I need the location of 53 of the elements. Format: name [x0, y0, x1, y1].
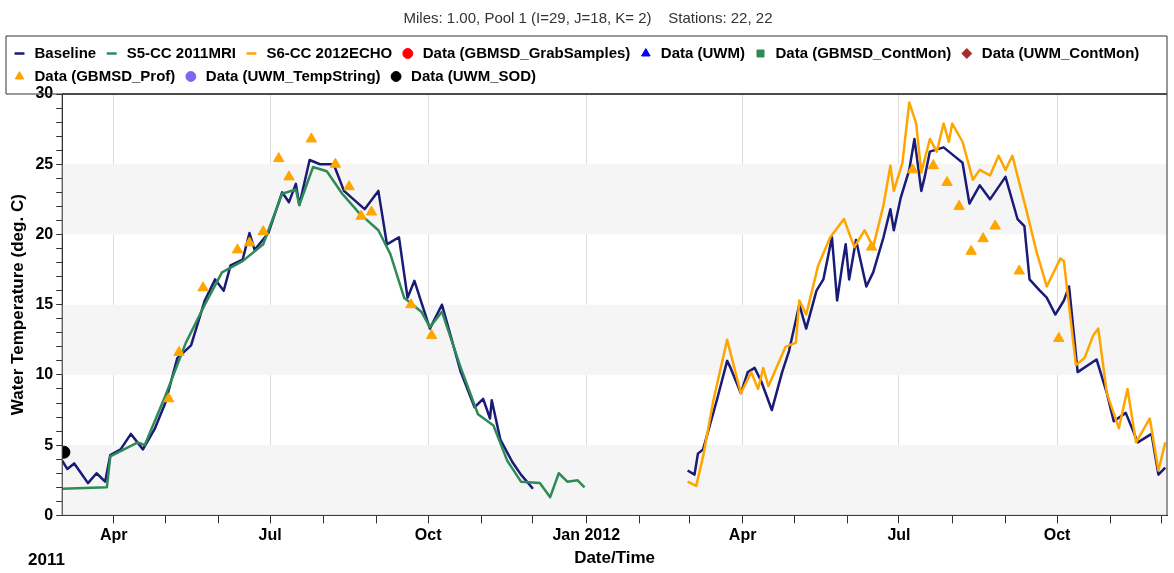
y-tick-label: 0: [44, 505, 54, 523]
point: [1013, 264, 1025, 275]
y-axis-title: Water Temperature (deg. C): [7, 194, 27, 416]
point: [305, 132, 318, 143]
point: [173, 345, 185, 356]
y-tick-label: 25: [35, 154, 54, 172]
legend-label: Data (UWM_TempString): [205, 66, 381, 84]
legend-label: Data (GBMSD_GrabSamples): [422, 43, 631, 61]
point: [865, 240, 878, 251]
point: [405, 298, 417, 309]
point: [907, 163, 919, 174]
y-tick-label: 10: [35, 365, 54, 383]
point: [197, 281, 209, 292]
x-tick-label: Jul: [258, 526, 282, 544]
point: [941, 175, 953, 186]
legend-label: Data (UWM): [660, 43, 746, 61]
x-tick-label: Oct: [414, 526, 443, 544]
point: [243, 236, 256, 247]
point: [231, 243, 244, 254]
point: [977, 232, 989, 243]
point: [163, 392, 175, 403]
text: 2011: [28, 550, 65, 570]
legend-label: Data (UWM_ContMon): [981, 43, 1140, 61]
point: [965, 244, 977, 255]
y-tick-label: 5: [44, 435, 54, 453]
legend-label: S5-CC 2011MRI: [126, 43, 236, 61]
chart-title: Miles: 1.00, Pool 1 (I=29, J=18, K= 2) Stations: 22, 22: [403, 9, 773, 27]
x-tick-label: Oct: [1043, 526, 1072, 544]
legend-label: Data (GBMSD_Prof): [34, 66, 176, 84]
x-tick-label: Jan 2012: [552, 526, 621, 544]
point: [989, 219, 1001, 230]
x-axis-title: Date/Time: [574, 548, 656, 568]
legend-label: Data (GBMSD_ContMon): [775, 43, 952, 61]
legend-label: Data (UWM_SOD): [411, 66, 537, 84]
point: [355, 209, 367, 220]
point: [272, 152, 285, 163]
x-tick-label: Apr: [728, 526, 757, 544]
y-tick-label: 20: [35, 224, 54, 242]
point: [425, 329, 438, 340]
legend-label: Baseline: [34, 43, 97, 61]
point: [365, 205, 378, 216]
legend-label: S6-CC 2012ECHO: [266, 43, 393, 61]
y-tick-label: 15: [35, 295, 54, 313]
x-tick-label: Jul: [887, 526, 911, 544]
point: [343, 180, 355, 191]
y-tick-label: 30: [35, 84, 54, 102]
point: [927, 159, 940, 170]
point: [257, 225, 269, 236]
x-tick-label: Apr: [99, 526, 128, 544]
point: [1053, 331, 1065, 342]
point: [283, 170, 295, 181]
point: [329, 157, 342, 168]
point: [953, 199, 965, 210]
